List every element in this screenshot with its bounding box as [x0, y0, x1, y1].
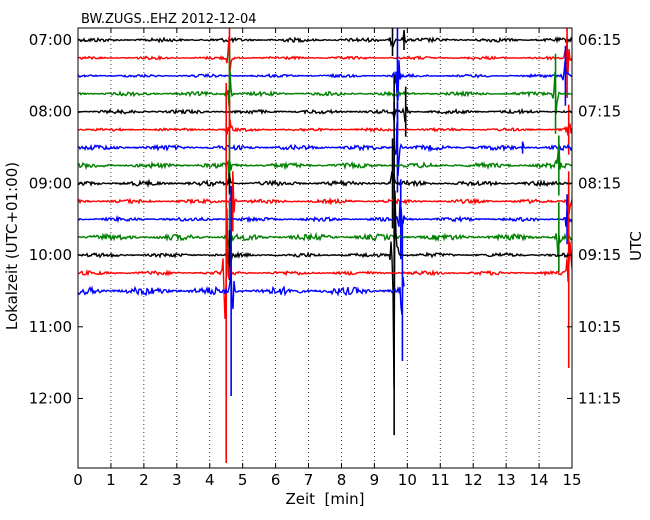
trace-line-6	[78, 122, 572, 177]
x-tick-label-13: 13	[497, 471, 516, 489]
trace-line-9	[78, 175, 572, 215]
left-tick-label-5: 12:00	[29, 390, 72, 408]
trace-line-11	[78, 231, 572, 257]
x-tick-label-12: 12	[464, 471, 483, 489]
left-tick-label-2: 09:00	[29, 174, 72, 192]
x-tick-label-5: 5	[238, 471, 248, 489]
x-tick-label-6: 6	[271, 471, 281, 489]
trace-line-14	[78, 269, 405, 315]
x-tick-label-3: 3	[172, 471, 182, 489]
left-tick-label-3: 10:00	[29, 246, 72, 264]
x-tick-label-7: 7	[304, 471, 314, 489]
trace-line-3	[78, 70, 572, 115]
x-tick-label-4: 4	[205, 471, 215, 489]
x-tick-label-10: 10	[398, 471, 417, 489]
trace-line-2	[78, 60, 572, 101]
left-tick-label-4: 11:00	[29, 318, 72, 336]
right-tick-label-5: 11:15	[578, 390, 621, 408]
trace-line-4	[78, 106, 572, 123]
left-axis-label: Lokalzeit (UTC+01:00)	[3, 162, 21, 330]
trace-line-1	[78, 36, 572, 74]
trace-line-7	[78, 143, 572, 184]
trace-line-10	[78, 200, 572, 227]
left-axis-ticks: 07:00 08:00 09:00 10:00 11:00 12:00	[29, 31, 83, 408]
x-axis-ticks: 0 1 2 3 4 5 6 7 8 9 10 11 12 13 14 15	[73, 28, 582, 489]
right-tick-label-2: 08:15	[578, 174, 621, 192]
trace-line-13	[78, 208, 572, 319]
trace-line-0	[78, 31, 572, 48]
trace-line-8	[78, 171, 572, 189]
x-tick-label-8: 8	[337, 471, 347, 489]
right-tick-label-4: 10:15	[578, 318, 621, 336]
left-tick-label-0: 07:00	[29, 31, 72, 49]
trace-line-12	[78, 190, 572, 389]
x-tick-label-14: 14	[530, 471, 549, 489]
grid-lines	[110, 28, 540, 468]
chart-title: BW.ZUGS..EHZ 2012-12-04	[81, 12, 257, 27]
right-tick-label-3: 09:15	[578, 246, 621, 264]
right-axis-ticks: 06:15 07:15 08:15 09:15 10:15 11:15	[567, 31, 621, 408]
right-tick-label-1: 07:15	[578, 103, 621, 121]
x-tick-label-9: 9	[370, 471, 380, 489]
plot-frame	[77, 27, 573, 469]
left-tick-label-1: 08:00	[29, 103, 72, 121]
x-axis-label: Zeit [min]	[285, 490, 364, 508]
trace-line-5	[78, 119, 572, 136]
x-tick-label-15: 15	[562, 471, 581, 489]
seismic-traces	[78, 28, 572, 464]
right-tick-label-0: 06:15	[578, 31, 621, 49]
x-tick-label-11: 11	[431, 471, 450, 489]
x-tick-label-1: 1	[106, 471, 116, 489]
x-tick-label-0: 0	[73, 471, 83, 489]
right-axis-label: UTC	[627, 231, 645, 261]
x-tick-label-2: 2	[139, 471, 149, 489]
